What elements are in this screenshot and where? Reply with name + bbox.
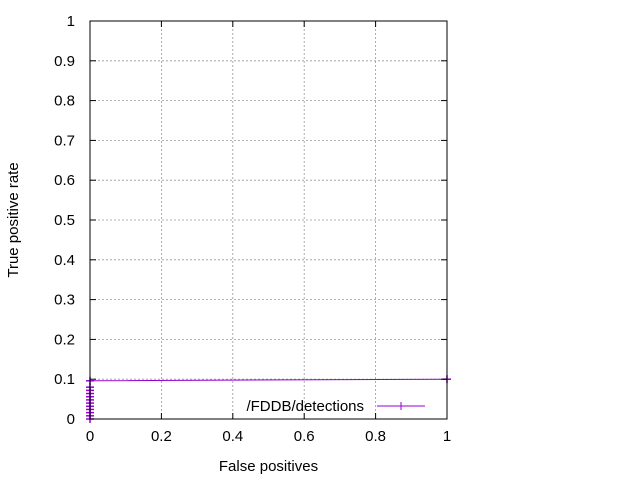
grid-layer [90,21,447,419]
x-tick-label: 0.6 [294,428,315,445]
y-tick-label: 0.9 [54,53,75,70]
tick-layer: 0 0.2 0.4 0.6 0.8 1 0 0.1 0.2 0.3 0.4 0.5 0.6 0.7 0.8 0… [54,13,451,445]
y-tick-label: 0.7 [54,132,75,149]
y-tick-label: 0.4 [54,252,75,269]
y-tick-label: 0.5 [54,212,75,229]
y-tick-label: 1 [67,13,75,30]
y-tick-label: 0.6 [54,172,75,189]
x-tick-label: 1 [443,428,451,445]
y-axis-label: True positive rate [5,162,22,277]
x-tick-label: 0 [86,428,94,445]
x-axis-label: False positives [219,458,318,475]
x-tick-label: 0.2 [151,428,172,445]
legend: /FDDB/detections [246,398,425,415]
x-tick-label: 0.4 [222,428,243,445]
y-tick-label: 0.3 [54,292,75,309]
y-tick-label: 0 [67,411,75,428]
x-tick-label: 0.8 [365,428,386,445]
y-tick-label: 0.8 [54,93,75,110]
y-tick-label: 0.1 [54,371,75,388]
y-tick-label: 0.2 [54,331,75,348]
legend-series-label: /FDDB/detections [246,398,364,415]
